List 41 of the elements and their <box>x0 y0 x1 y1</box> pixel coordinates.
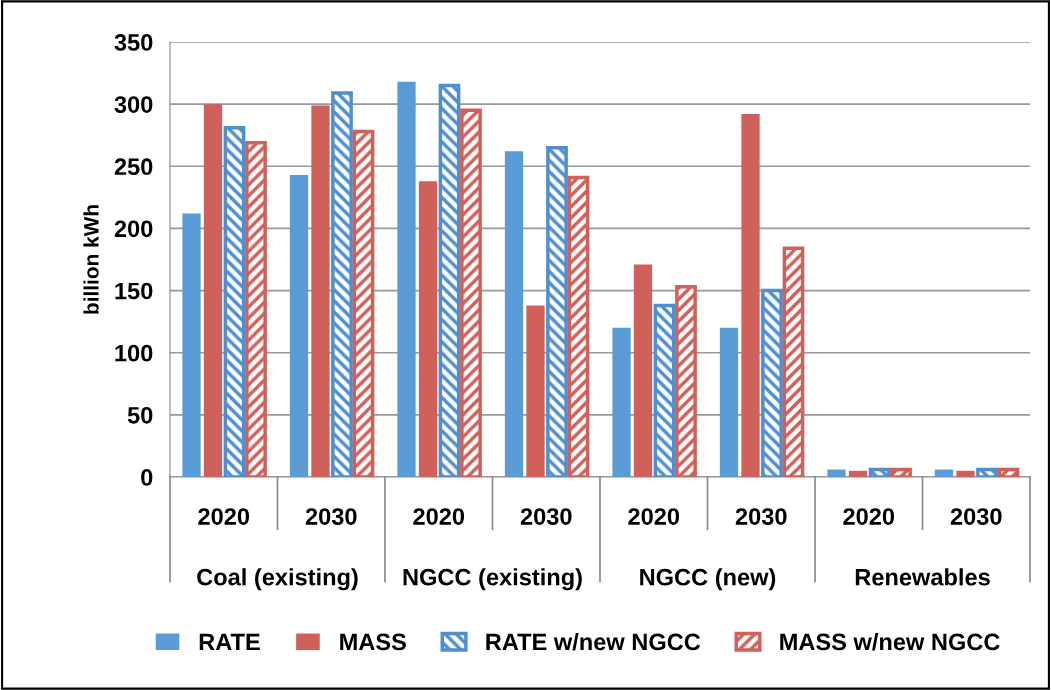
bar <box>504 151 524 477</box>
text: NGCC (new) <box>640 568 776 591</box>
bar <box>612 327 631 477</box>
y-tick-label: 50 <box>127 406 153 424</box>
bar <box>719 327 739 477</box>
x-tick-label: 2030 <box>520 508 572 525</box>
x-tick-label: 2020 <box>413 508 465 525</box>
x-tick-label: 2020 <box>198 508 250 525</box>
bar <box>203 104 223 477</box>
x-tick-label: 2030 <box>950 508 1002 525</box>
y-tick-label: 200 <box>114 220 153 238</box>
bar <box>741 114 760 477</box>
text: Coal (existing) <box>197 568 358 591</box>
y-tick-label: 300 <box>114 96 153 113</box>
bar <box>633 264 653 477</box>
legend-label: RATE <box>199 633 260 651</box>
x-tick-label: 2030 <box>305 508 357 525</box>
y-tick-label: 350 <box>114 34 153 51</box>
bar <box>418 181 438 477</box>
bar <box>956 470 975 477</box>
legend-label: MASS <box>340 633 406 651</box>
bar <box>311 105 330 477</box>
y-tick-label: 0 <box>141 469 153 486</box>
bar <box>289 174 309 477</box>
text: Renewables <box>855 568 990 586</box>
y-tick-label: 100 <box>115 344 153 362</box>
legend-label: MASS w/new NGCC <box>780 632 1000 651</box>
x-tick-label: 2020 <box>843 508 895 525</box>
legend-label: RATE w/new NGCC <box>486 632 701 651</box>
text: NGCC (existing) <box>403 568 582 591</box>
bar <box>934 469 954 477</box>
bar <box>182 213 201 477</box>
y-tick-label: 250 <box>114 158 153 176</box>
bar <box>526 305 545 477</box>
bar <box>397 81 416 477</box>
x-tick-label: 2020 <box>628 508 680 525</box>
x-tick-label: 2030 <box>735 508 787 525</box>
bar <box>848 470 868 477</box>
bar <box>827 469 846 477</box>
y-axis-title: billion kWh <box>83 205 99 314</box>
y-tick-label: 150 <box>115 282 153 300</box>
